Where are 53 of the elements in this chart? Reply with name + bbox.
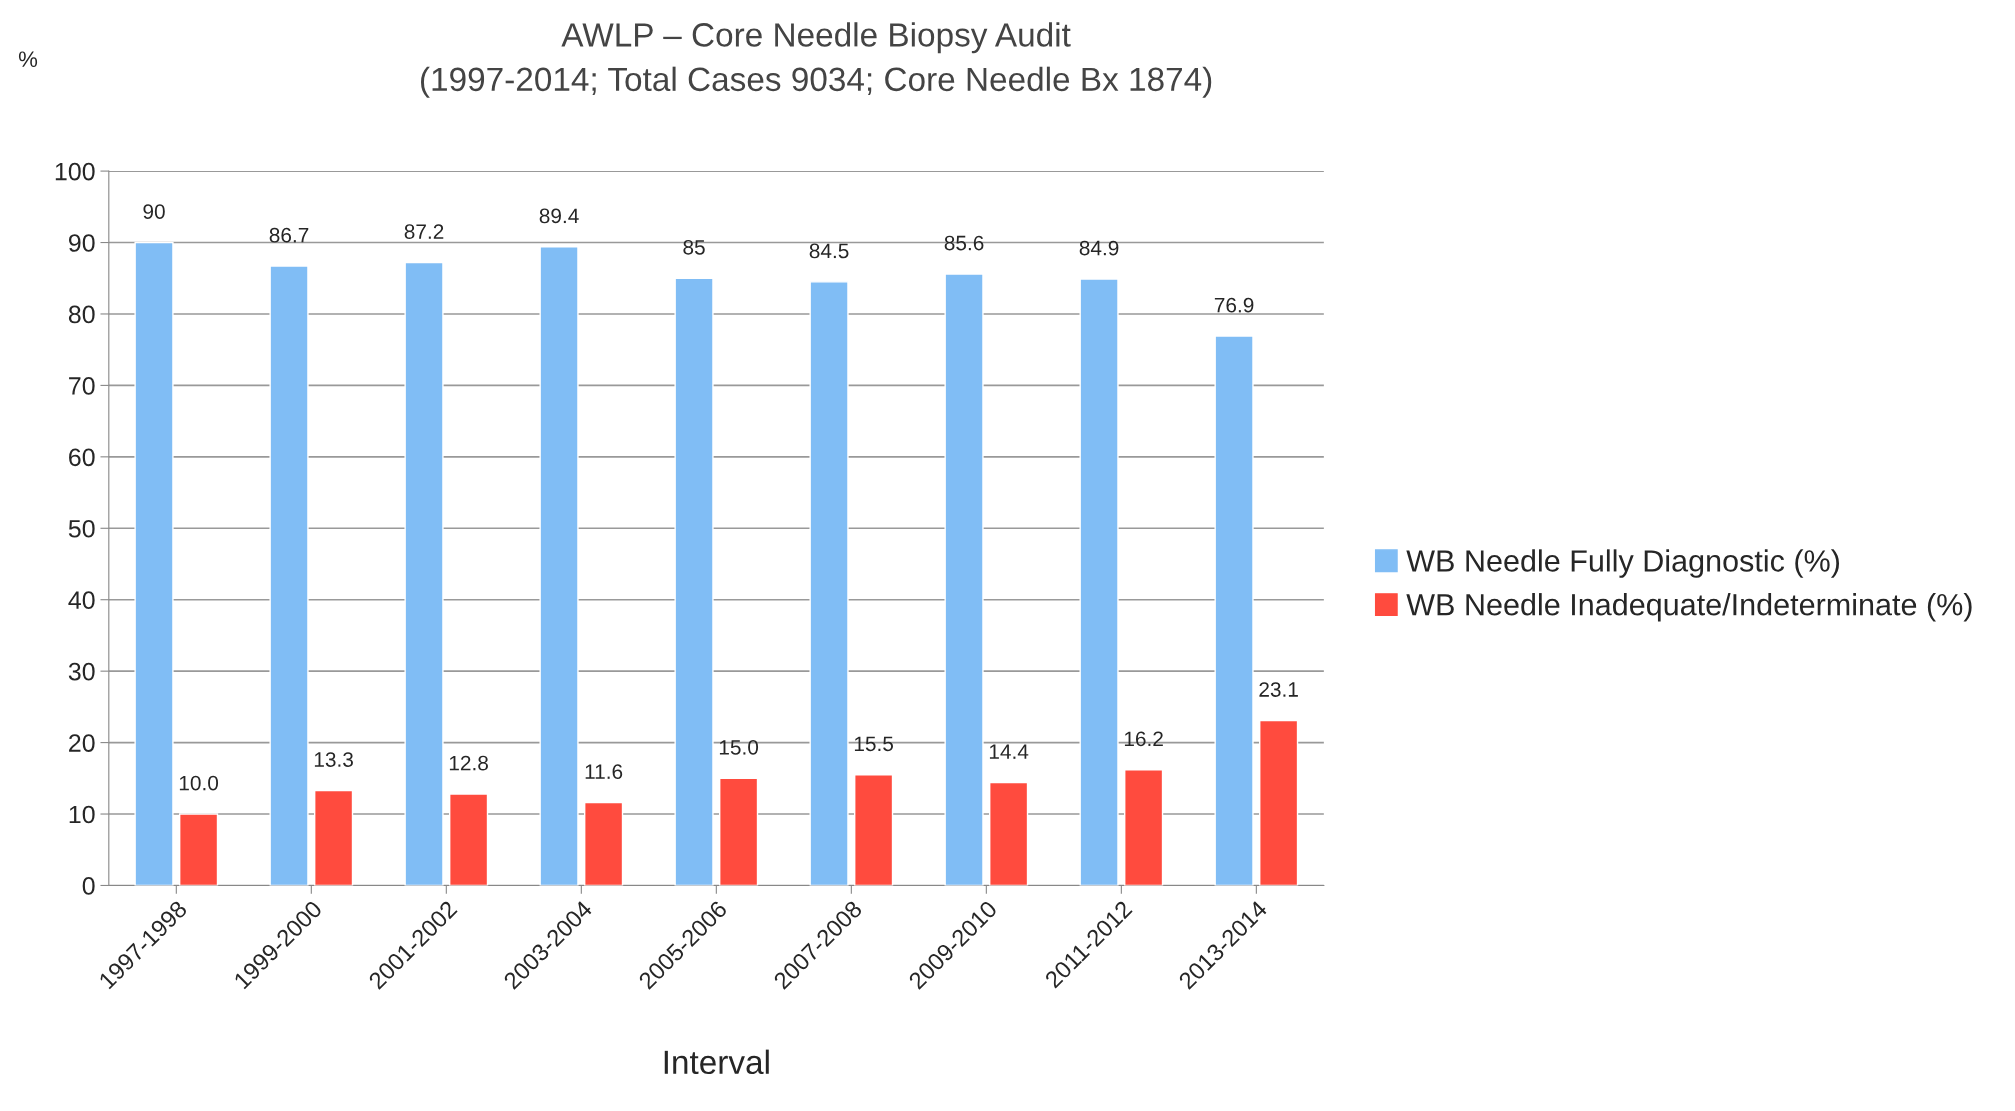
y-tick-label: 60 (69, 448, 95, 467)
data-label: 13.3 (314, 752, 353, 767)
data-label: 16.2 (1124, 731, 1163, 747)
x-axis-title: Interval (664, 1049, 769, 1075)
bar (178, 813, 219, 886)
data-label: 90 (143, 204, 165, 219)
data-label: 23.1 (1259, 682, 1298, 697)
bar (944, 273, 984, 886)
bar (539, 246, 579, 886)
y-tick-label: 80 (68, 305, 95, 324)
bar (1259, 719, 1299, 886)
legend-label: WB Needle Fully Diagnostic (%) (1406, 549, 1840, 578)
bar (269, 265, 309, 886)
bar (719, 777, 759, 886)
bar (674, 277, 714, 886)
bar (854, 774, 894, 886)
y-tick-label: 90 (68, 234, 95, 252)
y-tick-label: 50 (68, 519, 95, 538)
bar (134, 241, 174, 886)
legend-label: WB Needle Inadequate/Indeterminate (%) (1406, 593, 1972, 622)
data-label: 11.6 (585, 764, 623, 780)
bar (1214, 335, 1254, 886)
data-label: 76.9 (1214, 297, 1254, 313)
data-label: 14.4 (989, 744, 1029, 759)
y-tick-label: 40 (68, 591, 95, 610)
data-label: 87.2 (404, 224, 444, 239)
data-label: 84.9 (1079, 240, 1119, 256)
data-label: 10.0 (179, 775, 219, 791)
y-tick-label: 100 (55, 162, 95, 181)
data-label: 15.5 (854, 736, 894, 752)
bar (1079, 278, 1119, 886)
y-tick-label: 20 (69, 734, 95, 752)
y-axis-title: % (18, 51, 38, 67)
data-label: 85 (683, 239, 705, 255)
chart-subtitle: (1997-2014; Total Cases 9034; Core Needle Bx 1874) (421, 66, 1212, 98)
bar (313, 789, 354, 886)
y-tick-label: 70 (69, 377, 95, 395)
bar (1124, 769, 1164, 886)
bar (989, 781, 1029, 886)
data-label: 89.4 (539, 208, 579, 224)
y-tick-label: 10 (69, 805, 95, 824)
bar (584, 801, 624, 886)
data-label: 86.7 (269, 227, 309, 243)
bar (404, 261, 444, 886)
data-label: 85.6 (944, 235, 984, 251)
data-label: 12.8 (449, 755, 488, 771)
y-tick-label: 30 (68, 662, 95, 681)
bar (449, 793, 489, 886)
data-label: 15.0 (719, 740, 759, 755)
y-tick-label: 0 (82, 877, 95, 895)
chart-title: AWLP – Core Needle Biopsy Audit (561, 22, 1071, 54)
bar (809, 281, 849, 886)
data-label: 84.5 (809, 243, 849, 259)
